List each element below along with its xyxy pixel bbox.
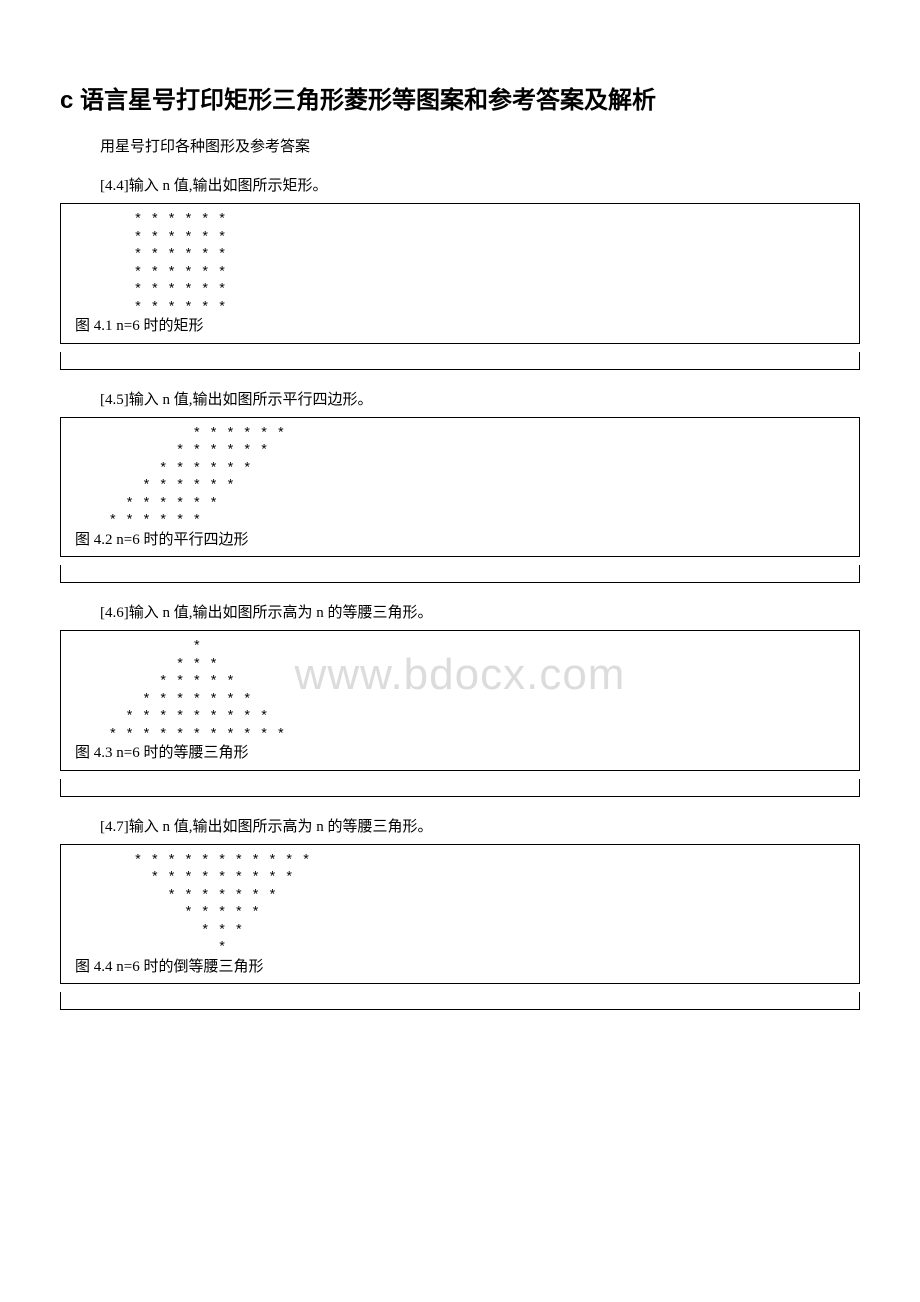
empty-box — [60, 779, 860, 797]
figure-box: * * * * * * * * * * * * * * * * * * * * … — [60, 844, 860, 985]
page-title: c 语言星号打印矩形三角形菱形等图案和参考答案及解析 — [60, 80, 860, 115]
pattern-text: * * * * * * * * * * * * * * * * * * * * … — [75, 212, 226, 316]
pattern-text: * * * * * * * * * * * * * * * * * * * * … — [75, 639, 285, 743]
problem-label: [4.7]输入 n 值,输出如图所示高为 n 的等腰三角形。 — [100, 815, 860, 836]
figure-box: * * * * * * * * * * * * * * * * * * * * … — [60, 417, 860, 558]
empty-box — [60, 352, 860, 370]
pattern-text: * * * * * * * * * * * * * * * * * * * * … — [75, 853, 310, 957]
document-content: c 语言星号打印矩形三角形菱形等图案和参考答案及解析 用星号打印各种图形及参考答… — [60, 80, 860, 1010]
problem-label: [4.4]输入 n 值,输出如图所示矩形。 — [100, 174, 860, 195]
problem-label: [4.5]输入 n 值,输出如图所示平行四边形。 — [100, 388, 860, 409]
pattern-text: * * * * * * * * * * * * * * * * * * * * … — [75, 426, 285, 530]
subtitle: 用星号打印各种图形及参考答案 — [100, 135, 860, 156]
figure-caption: 图 4.1 n=6 时的矩形 — [75, 318, 203, 334]
figure-caption: 图 4.3 n=6 时的等腰三角形 — [75, 745, 248, 761]
empty-box — [60, 565, 860, 583]
figure-caption: 图 4.4 n=6 时的倒等腰三角形 — [75, 959, 263, 975]
problem-label: [4.6]输入 n 值,输出如图所示高为 n 的等腰三角形。 — [100, 601, 860, 622]
figure-box: * * * * * * * * * * * * * * * * * * * * … — [60, 203, 860, 344]
empty-box — [60, 992, 860, 1010]
figure-box: * * * * * * * * * * * * * * * * * * * * … — [60, 630, 860, 771]
figure-caption: 图 4.2 n=6 时的平行四边形 — [75, 532, 248, 548]
